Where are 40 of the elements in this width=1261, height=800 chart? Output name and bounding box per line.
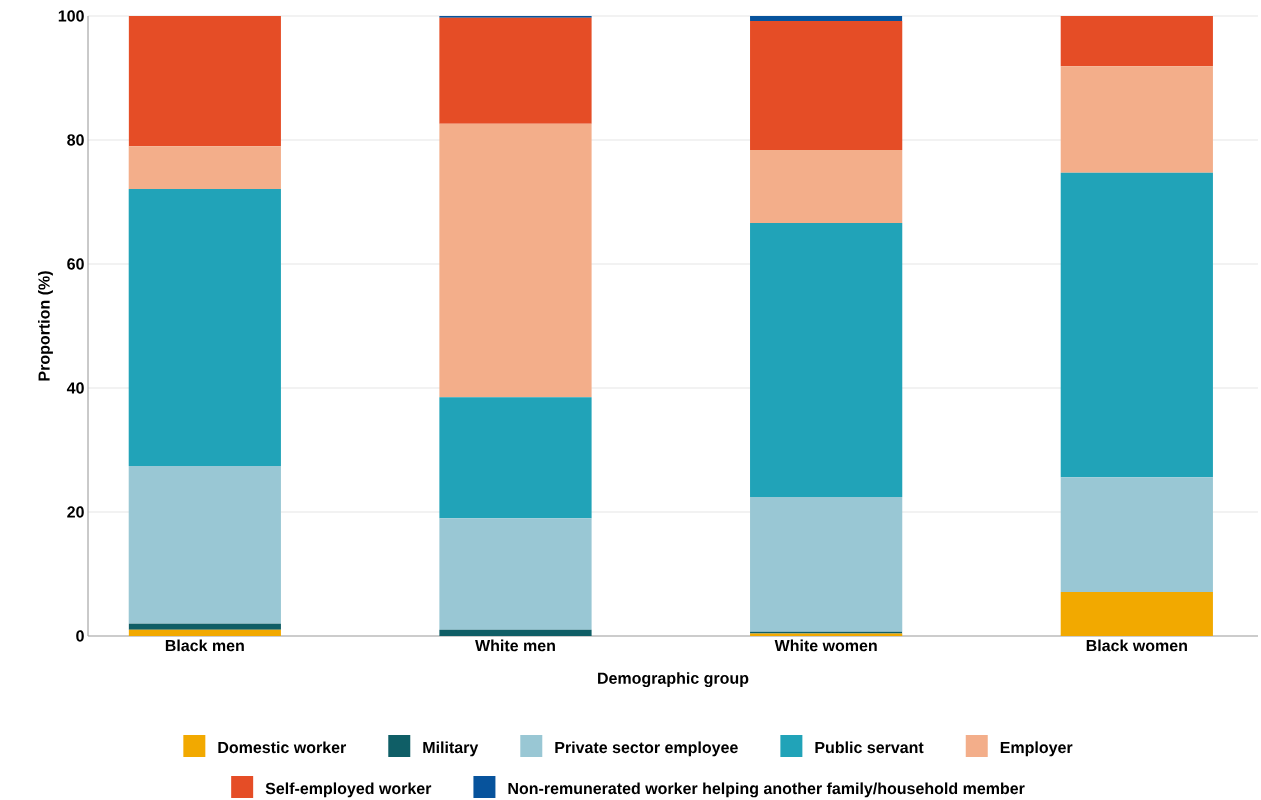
y-tick-label: 80	[67, 134, 84, 146]
bar	[128, 466, 281, 624]
bar	[750, 223, 903, 498]
bar	[750, 149, 903, 224]
bar	[1060, 172, 1213, 478]
y-tick-label: 100	[58, 10, 84, 22]
y-tick-label: 20	[67, 506, 84, 518]
bar	[750, 20, 903, 150]
y-axis-title: Proportion (%)	[38, 271, 53, 381]
legend-label: Private sector employee	[555, 741, 738, 757]
legend-label: Military	[423, 741, 479, 757]
bar	[128, 15, 281, 147]
bar	[1060, 66, 1213, 173]
y-tick-label: 40	[66, 382, 84, 394]
x-axis-title: Demographic group	[598, 672, 749, 688]
x-tick-label: White men	[475, 639, 555, 652]
bar	[128, 146, 281, 189]
bar	[128, 623, 281, 630]
bar	[1060, 477, 1213, 592]
bar	[1060, 15, 1213, 67]
y-tick-label: 0	[76, 630, 84, 642]
x-tick-label: Black women	[1086, 639, 1187, 652]
y-tick-label: 60	[67, 258, 84, 270]
bar	[439, 397, 592, 519]
legend-label: Employer	[1000, 741, 1073, 757]
bar	[128, 188, 281, 467]
legend-label: Public servant	[815, 741, 924, 754]
x-tick-label: White women	[774, 639, 877, 652]
bar	[439, 17, 592, 124]
legend-label: Domestic worker	[218, 741, 347, 754]
bar	[439, 123, 592, 398]
legend-label: Self-employed worker	[265, 782, 432, 798]
bar	[750, 497, 903, 632]
x-tick-label: Black men	[165, 639, 244, 652]
legend-label: Non-remunerated worker helping another family/household member	[508, 782, 1025, 798]
bar	[439, 629, 592, 636]
bar	[128, 629, 281, 636]
bar	[750, 15, 903, 21]
bar	[1060, 591, 1213, 636]
bar	[439, 518, 592, 630]
